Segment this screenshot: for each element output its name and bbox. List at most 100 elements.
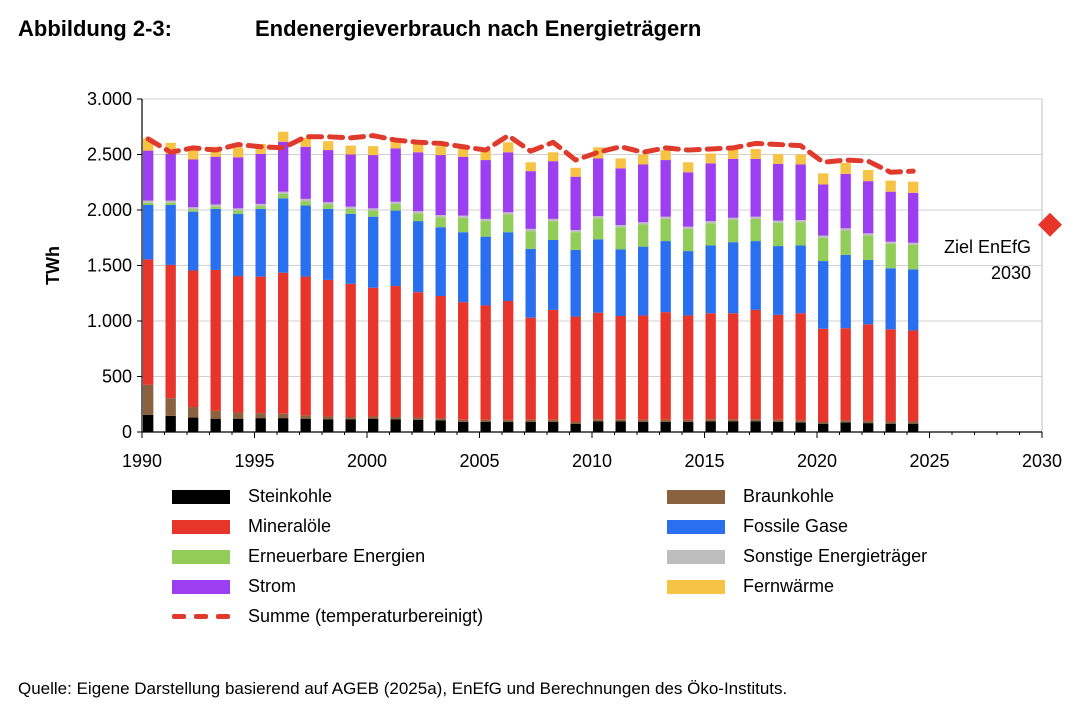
bar-segment-braunkohle — [570, 422, 581, 424]
bar-segment-braunkohle — [345, 417, 356, 420]
bar-segment-steinkohle — [908, 423, 919, 432]
legend-label-fossile-gase: Fossile Gase — [743, 516, 849, 536]
bar-segment-braunkohle — [323, 416, 334, 420]
bar-segment-braunkohle — [863, 420, 874, 424]
bar-stack-1999 — [345, 145, 356, 432]
bar-segment-fernw-rme — [368, 146, 379, 156]
bar-segment-strom — [750, 158, 761, 217]
bar-segment-fernw-rme — [705, 153, 716, 164]
bar-stack-2022 — [863, 170, 874, 432]
legend-label-steinkohle: Steinkohle — [248, 486, 333, 506]
target-label-line2: 2030 — [991, 263, 1031, 283]
bar-segment-sonstige-energietr-ger — [480, 218, 491, 222]
bar-segment-strom — [705, 163, 716, 222]
bar-segment-strom — [818, 184, 829, 236]
bar-segment-sonstige-energietr-ger — [368, 208, 379, 211]
bar-segment-fossile-gase — [165, 205, 176, 265]
bar-segment-steinkohle — [435, 420, 446, 432]
bar-segment-strom — [885, 191, 896, 242]
bar-segment-steinkohle — [188, 417, 199, 432]
bar-segment-mineral-le — [548, 309, 559, 420]
bar-segment-sonstige-energietr-ger — [143, 200, 154, 203]
bar-segment-sonstige-energietr-ger — [615, 224, 626, 228]
y-tick-label: 500 — [102, 367, 132, 387]
bar-segment-fernw-rme — [795, 154, 806, 165]
bar-segment-fernw-rme — [908, 181, 919, 193]
bar-segment-steinkohle — [525, 422, 536, 432]
bar-segment-steinkohle — [413, 419, 424, 432]
bar-segment-sonstige-energietr-ger — [705, 221, 716, 224]
bar-segment-mineral-le — [773, 314, 784, 420]
bar-segment-strom — [435, 155, 446, 215]
bar-segment-erneuerbare-energien — [300, 201, 311, 206]
bar-segment-steinkohle — [143, 414, 154, 432]
bar-segment-fernw-rme — [435, 146, 446, 156]
bar-segment-steinkohle — [390, 419, 401, 432]
bar-segment-erneuerbare-energien — [210, 206, 221, 209]
bar-stack-2006 — [503, 142, 514, 432]
x-tick-label: 2025 — [909, 451, 949, 471]
legend-item-steinkohle: Steinkohle — [172, 486, 332, 507]
bar-segment-fernw-rme — [885, 180, 896, 192]
bar-segment-fossile-gase — [660, 241, 671, 313]
bar-segment-steinkohle — [615, 421, 626, 432]
bar-segment-strom — [593, 158, 604, 217]
legend-label-erneuerbare: Erneuerbare Energien — [248, 546, 426, 566]
bar-segment-mineral-le — [728, 313, 739, 420]
bar-segment-sonstige-energietr-ger — [795, 219, 806, 223]
bar-segment-mineral-le — [683, 315, 694, 420]
bar-segment-braunkohle — [638, 419, 649, 423]
bar-segment-strom — [458, 156, 469, 216]
bar-segment-strom — [143, 150, 154, 201]
bar-segment-mineral-le — [503, 301, 514, 420]
bar-segment-strom — [413, 152, 424, 212]
bar-segment-sonstige-energietr-ger — [458, 215, 469, 218]
bar-segment-strom — [728, 158, 739, 218]
bar-segment-erneuerbare-energien — [705, 223, 716, 246]
bar-segment-sonstige-energietr-ger — [188, 207, 199, 210]
legend-label-summe: Summe (temperaturbereinigt) — [248, 606, 484, 626]
bar-segment-braunkohle — [548, 419, 559, 423]
bar-segment-braunkohle — [390, 417, 401, 420]
bar-segment-sonstige-energietr-ger — [638, 222, 649, 225]
bar-segment-erneuerbare-energien — [683, 228, 694, 252]
legend-swatch-mineraloele — [172, 519, 230, 534]
bar-segment-fossile-gase — [548, 239, 559, 310]
bar-segment-sonstige-energietr-ger — [570, 229, 581, 233]
legend-swatch-erneuerbare — [172, 549, 230, 564]
x-tick-label: 2000 — [347, 451, 387, 471]
x-tick-label: 2030 — [1022, 451, 1062, 471]
legend-swatch-sonstige — [667, 549, 725, 564]
bar-segment-braunkohle — [683, 419, 694, 423]
bar-segment-erneuerbare-energien — [728, 219, 739, 243]
bar-segment-sonstige-energietr-ger — [863, 233, 874, 236]
legend-item-fernwaerme: Fernwärme — [667, 576, 834, 597]
bar-segment-mineral-le — [435, 296, 446, 419]
bar-segment-fernw-rme — [773, 153, 784, 164]
bar-segment-erneuerbare-energien — [570, 232, 581, 250]
bar-segment-erneuerbare-energien — [480, 221, 491, 237]
bar-segment-fossile-gase — [255, 208, 266, 277]
bar-segment-fernw-rme — [660, 150, 671, 161]
bar-segment-mineral-le — [233, 276, 244, 413]
bar-segment-strom — [165, 153, 176, 201]
x-tick-label: 2010 — [572, 451, 612, 471]
figure-label: Abbildung 2-3: — [18, 16, 172, 41]
bar-segment-strom — [255, 153, 266, 204]
bar-stack-2007 — [525, 162, 536, 432]
bar-segment-steinkohle — [165, 415, 176, 432]
legend-swatch-braunkohle — [667, 489, 725, 504]
bar-segment-braunkohle — [435, 418, 446, 421]
bar-segment-erneuerbare-energien — [390, 203, 401, 211]
bar-segment-sonstige-energietr-ger — [773, 220, 784, 223]
bar-segment-steinkohle — [503, 422, 514, 432]
bar-segment-strom — [683, 172, 694, 227]
legend-item-fossile-gase: Fossile Gase — [667, 516, 848, 537]
bar-segment-fossile-gase — [390, 210, 401, 287]
bar-segment-fossile-gase — [615, 249, 626, 317]
bar-stack-2023 — [885, 180, 896, 432]
bar-segment-fernw-rme — [570, 167, 581, 177]
bar-segment-sonstige-energietr-ger — [300, 198, 311, 202]
bar-segment-strom — [548, 161, 559, 219]
bar-segment-strom — [323, 150, 334, 203]
